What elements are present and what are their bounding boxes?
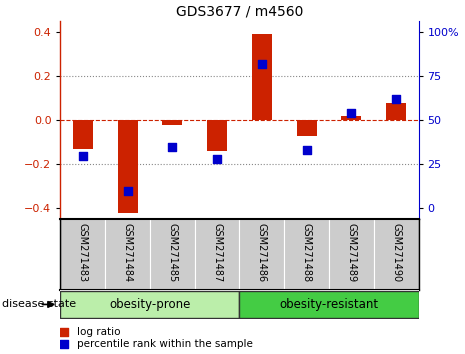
Title: GDS3677 / m4560: GDS3677 / m4560 (176, 5, 303, 19)
Text: log ratio: log ratio (77, 327, 120, 337)
Bar (105, 219, 150, 290)
Bar (207, 120, 227, 151)
Point (213, 156, 221, 162)
Bar (195, 219, 239, 290)
Bar (386, 103, 406, 120)
Text: GSM271487: GSM271487 (212, 223, 222, 282)
Point (79, 153, 86, 159)
Bar (60, 219, 105, 290)
Point (258, 61, 266, 67)
Text: GSM271488: GSM271488 (302, 223, 312, 282)
Point (60, 329, 68, 335)
Bar (341, 116, 361, 120)
Bar (150, 219, 195, 290)
Text: GSM271485: GSM271485 (167, 223, 177, 282)
Point (60, 341, 68, 347)
Bar (329, 219, 374, 290)
Text: disease state: disease state (2, 299, 76, 309)
Bar (252, 34, 272, 120)
Text: GSM271483: GSM271483 (78, 223, 88, 282)
Point (124, 188, 131, 194)
Point (169, 144, 176, 150)
Text: GSM271490: GSM271490 (391, 223, 401, 282)
Bar (118, 120, 138, 213)
Bar (297, 120, 317, 136)
Bar (60, 291, 239, 318)
Text: GSM271486: GSM271486 (257, 223, 267, 282)
Bar (284, 219, 329, 290)
Point (303, 148, 310, 153)
Bar (239, 291, 418, 318)
Point (392, 96, 400, 102)
Bar (374, 219, 418, 290)
Text: percentile rank within the sample: percentile rank within the sample (77, 339, 252, 349)
Bar (73, 120, 93, 149)
Bar (239, 219, 284, 290)
Text: GSM271489: GSM271489 (346, 223, 356, 282)
Point (348, 110, 355, 116)
Text: obesity-prone: obesity-prone (109, 298, 191, 311)
Text: obesity-resistant: obesity-resistant (279, 298, 379, 311)
Bar (162, 120, 182, 125)
Text: GSM271484: GSM271484 (123, 223, 133, 282)
